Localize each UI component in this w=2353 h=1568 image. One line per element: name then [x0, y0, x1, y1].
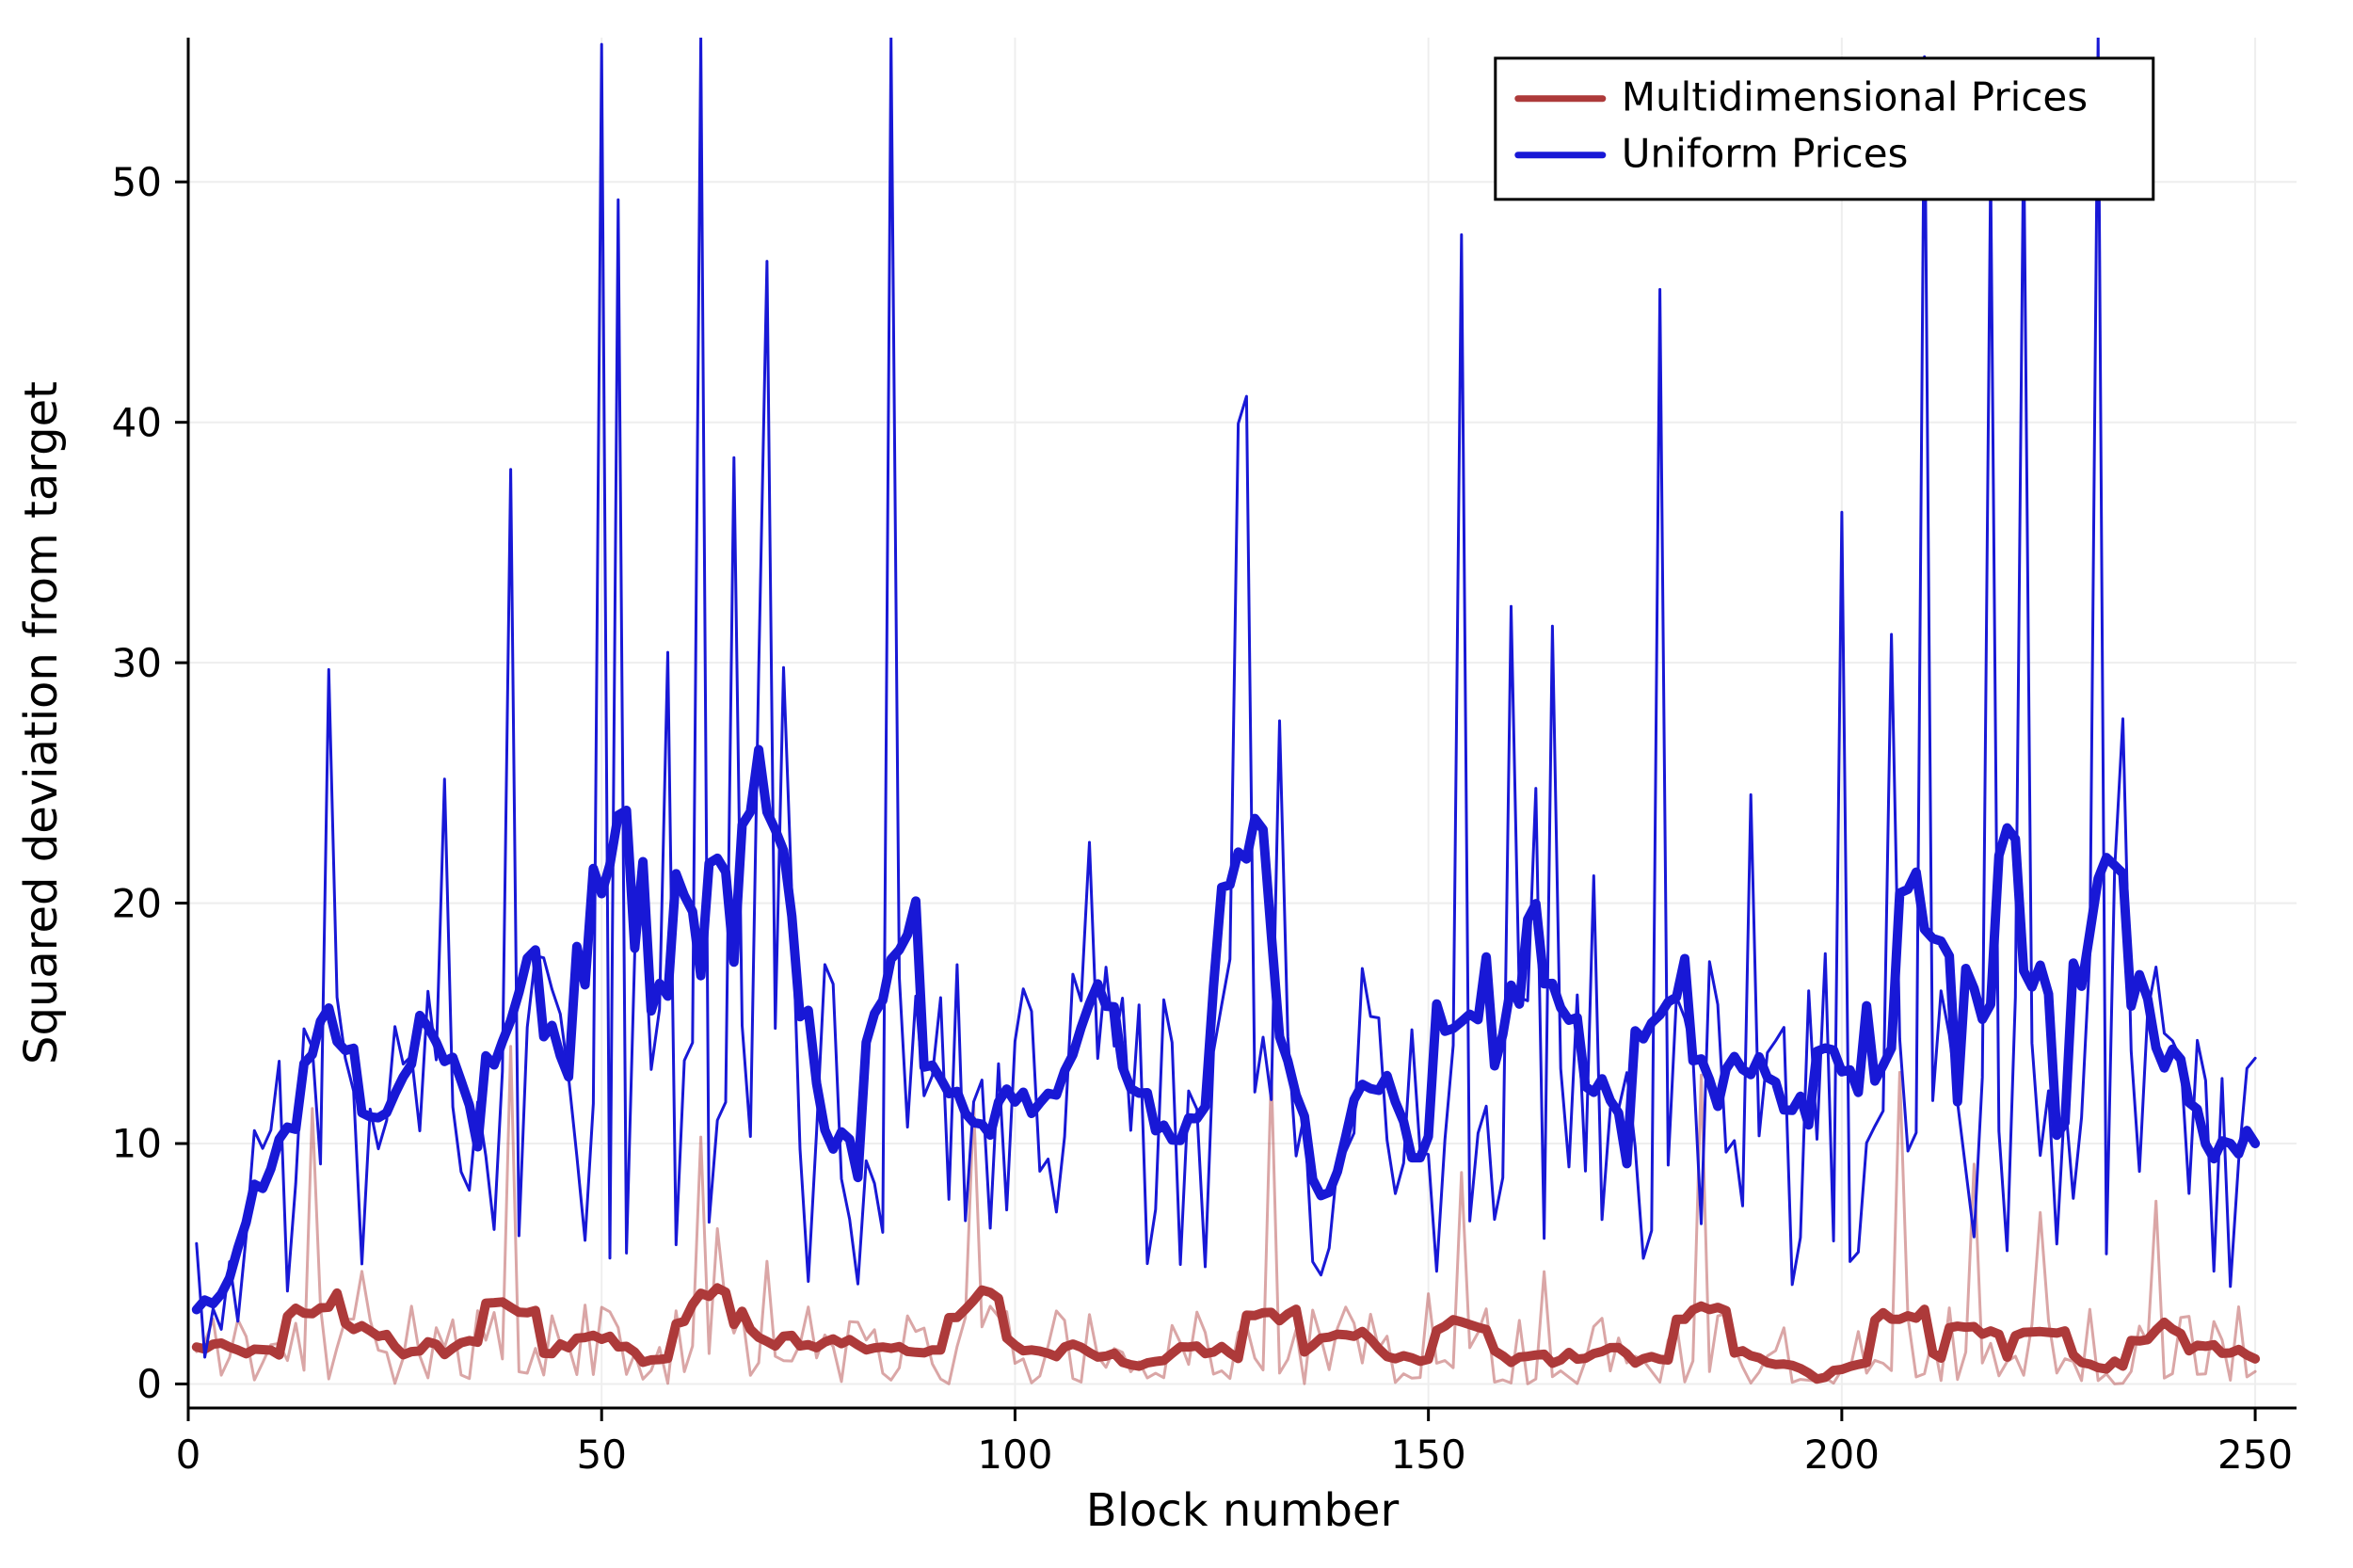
y-tick-label: 50 [112, 159, 162, 205]
line-chart: 0 50 100 150 200 250 0 10 20 30 40 50 Block number Sq… [0, 0, 2353, 1568]
y-tick-label: 10 [112, 1121, 162, 1167]
x-axis-label: Block number [1086, 1484, 1400, 1537]
x-tick-label: 200 [1804, 1432, 1880, 1478]
x-tick-label: 150 [1391, 1432, 1466, 1478]
x-tick-label: 0 [176, 1432, 201, 1478]
legend-label-multi: Multidimensional Prices [1622, 73, 2088, 120]
y-tick-label: 30 [112, 640, 162, 686]
x-tick-label: 250 [2217, 1432, 2293, 1478]
legend-label-uniform: Uniform Prices [1622, 130, 1909, 176]
x-tick-label: 50 [576, 1432, 626, 1478]
chart-container: 0 50 100 150 200 250 0 10 20 30 40 50 Block number Sq… [0, 0, 2353, 1568]
y-tick-label: 40 [112, 399, 162, 445]
legend: Multidimensional Prices Uniform Prices [1496, 58, 2153, 200]
y-tick-label: 0 [136, 1361, 162, 1407]
y-tick-label: 20 [112, 880, 162, 926]
y-axis-label: Squared deviation from target [15, 381, 68, 1064]
x-tick-label: 100 [977, 1432, 1052, 1478]
